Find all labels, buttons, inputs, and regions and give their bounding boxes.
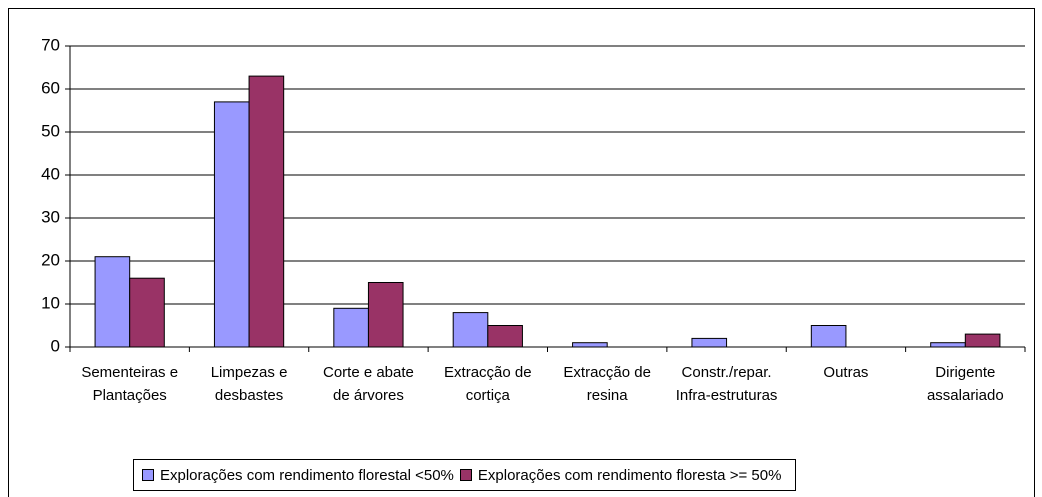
- bar: [487, 325, 523, 348]
- bar: [930, 342, 966, 348]
- bar: [94, 256, 131, 348]
- legend-swatch: [459, 469, 472, 481]
- bar: [572, 342, 608, 348]
- x-tick-label: Extracção de cortiça: [444, 364, 532, 404]
- y-tick-label: 50: [41, 121, 60, 140]
- y-tick-label: 0: [51, 336, 60, 355]
- y-tick-label: 60: [41, 78, 60, 97]
- legend-swatch: [142, 469, 154, 481]
- bar: [333, 307, 369, 348]
- x-tick-label: Sementeiras e Plantações: [81, 364, 179, 404]
- x-tick-label: Extracção de resina: [563, 364, 651, 404]
- x-tick-label: Constr./repar. Infra-estruturas: [675, 364, 778, 404]
- chart-border: [8, 8, 1035, 497]
- y-tick-label: 70: [41, 35, 60, 54]
- y-tick-label: 40: [41, 164, 60, 183]
- x-tick-label: Limpezas e desbastes: [210, 364, 288, 404]
- legend-label: Explorações com rendimento florestal <50…: [160, 466, 454, 484]
- bar: [248, 75, 285, 348]
- legend-item: Explorações com rendimento floresta >= 5…: [459, 466, 782, 484]
- x-tick-label: Outras: [823, 364, 869, 381]
- y-tick-label: 30: [41, 207, 60, 226]
- y-tick-label: 20: [41, 250, 60, 269]
- legend: Explorações com rendimento florestal <50…: [133, 459, 797, 491]
- y-tick-label: 10: [41, 293, 60, 312]
- x-tick-label: Corte e abate de árvores: [322, 364, 414, 404]
- bar: [810, 325, 847, 348]
- bar: [452, 312, 489, 348]
- legend-item: Explorações com rendimento florestal <50…: [142, 467, 454, 484]
- bar: [367, 282, 404, 348]
- bar: [691, 337, 728, 348]
- bar: [129, 277, 165, 348]
- x-tick-label: Dirigente assalariado: [926, 364, 1004, 404]
- legend-label: Explorações com rendimento floresta >= 5…: [477, 466, 782, 484]
- bar: [213, 101, 250, 348]
- bar: [964, 333, 1001, 348]
